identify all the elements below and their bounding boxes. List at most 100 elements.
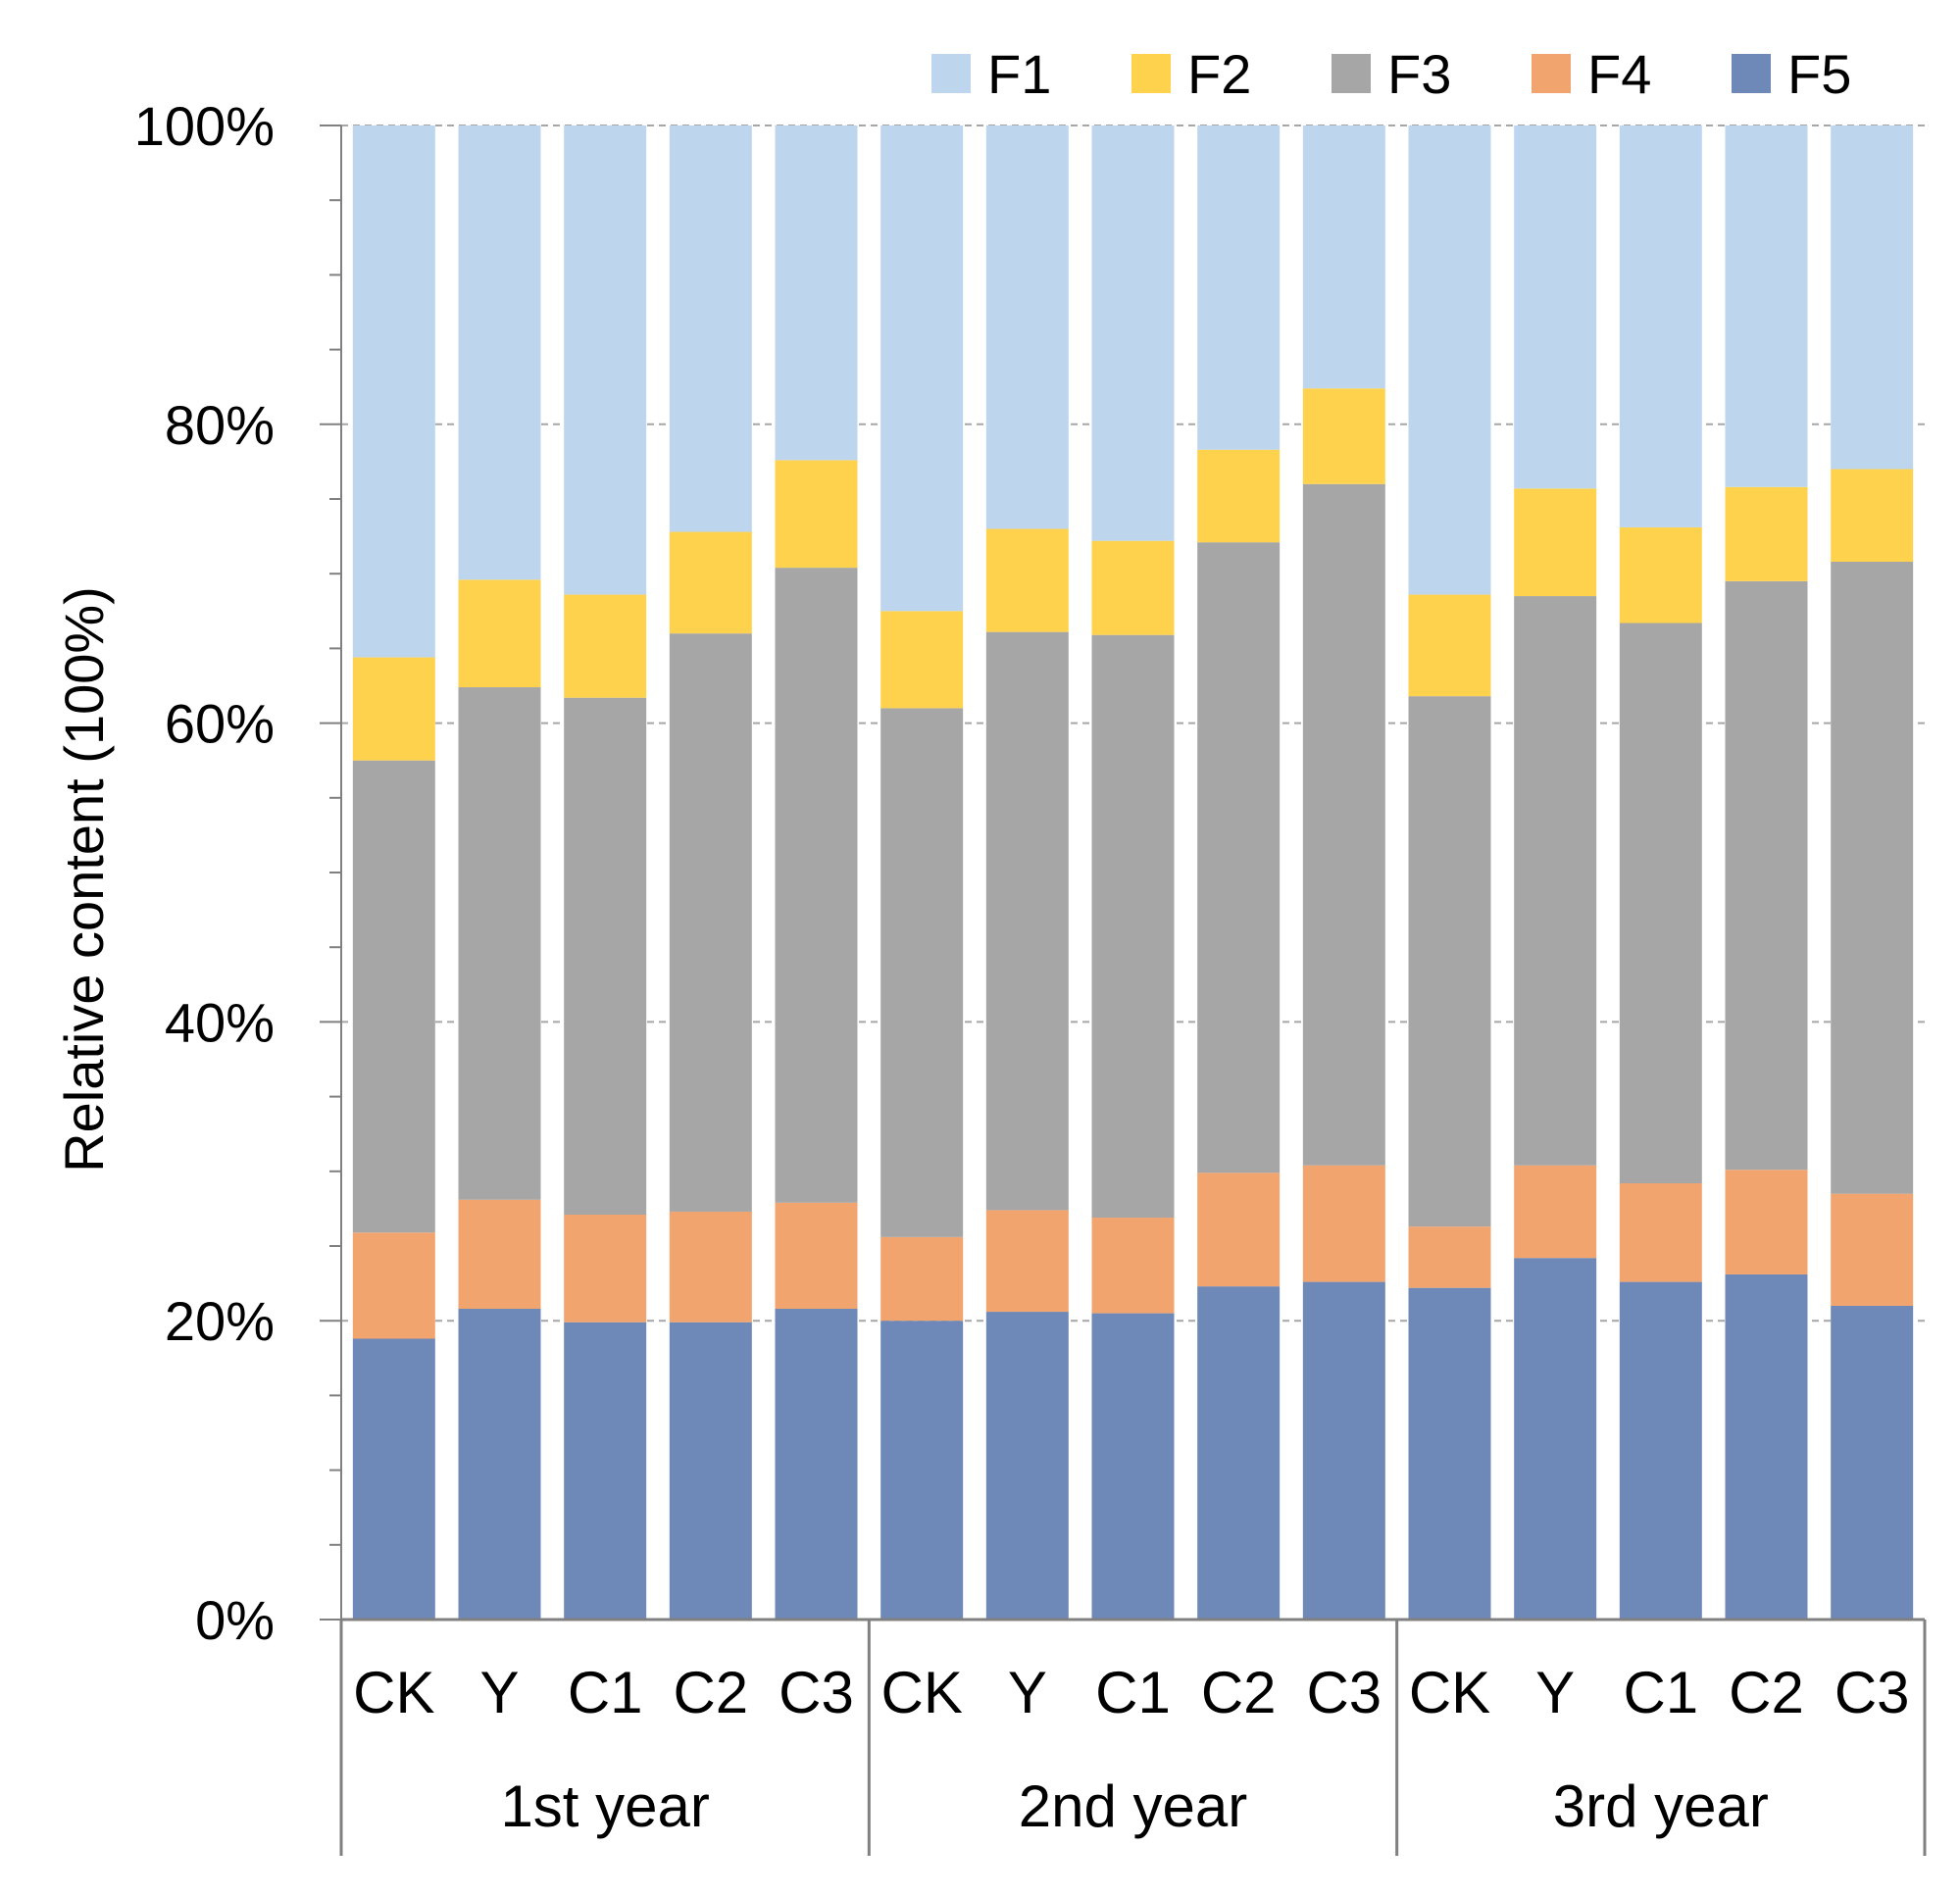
bar-segment-f2 [1408,594,1491,697]
bars [352,125,1914,1620]
bar-segment-f1 [1619,125,1702,527]
bar-segment-f4 [1302,1165,1385,1282]
legend-label-f1: F1 [987,43,1051,105]
legend-label-f2: F2 [1187,43,1251,105]
bar-segment-f3 [1831,562,1914,1194]
legend-swatch-f1 [931,54,971,93]
bar-segment-f4 [880,1236,964,1322]
y-axis-label: Relative content (100%) [53,586,115,1173]
bar-segment-f3 [1619,623,1702,1183]
x-category-label: CK [353,1660,434,1725]
bar-segment-f5 [1514,1258,1597,1620]
x-category-label: Y [1008,1660,1047,1725]
bar-segment-f3 [1725,580,1808,1171]
bar-segment-f4 [1619,1182,1702,1282]
bar-segment-f3 [1408,696,1491,1227]
x-category-label: C3 [779,1660,854,1725]
legend-swatch-f3 [1332,54,1371,93]
bar-segment-f3 [880,708,964,1237]
x-category-label: C2 [1729,1660,1804,1725]
y-tick-label: 40% [165,991,275,1053]
bar-segment-f2 [1302,388,1385,484]
bar-segment-f3 [1197,542,1281,1173]
bar-segment-f1 [1302,125,1385,389]
bar-segment-f4 [1514,1165,1597,1259]
bar-segment-f1 [458,125,541,580]
bar-segment-f3 [775,568,858,1203]
bar-segment-f5 [1831,1305,1914,1620]
x-group-labels: 1st year 2nd year 3rd year [500,1773,1768,1839]
bar-segment-f5 [1091,1313,1175,1620]
bar-segment-f3 [1302,483,1385,1166]
y-tick-label: 20% [165,1290,275,1352]
bar-segment-f2 [352,657,435,761]
legend-label-f5: F5 [1787,43,1851,105]
bar-segment-f5 [775,1309,858,1620]
bar-segment-f4 [669,1211,752,1322]
x-category-label: C1 [1623,1660,1698,1725]
bar-segment-f2 [1725,486,1808,581]
bar-segment-f1 [1091,125,1175,541]
x-category-label: CK [1409,1660,1490,1725]
legend-label-f4: F4 [1587,43,1651,105]
bar-segment-f5 [1619,1281,1702,1620]
x-category-label: Y [1535,1660,1575,1725]
bar-segment-f3 [669,633,752,1212]
bar-segment-f2 [1091,540,1175,635]
legend-swatch-f5 [1732,54,1771,93]
bar-segment-f3 [1091,634,1175,1219]
bar-segment-f3 [1514,596,1597,1166]
x-category-label: CK [880,1660,962,1725]
y-tick-label: 100% [134,95,275,157]
bar-segment-f1 [1831,125,1914,470]
bar-segment-f2 [458,579,541,688]
x-group-label: 3rd year [1553,1773,1769,1839]
bar-segment-f1 [352,125,435,658]
bar-segment-f1 [880,125,964,612]
x-category-label: C1 [1095,1660,1171,1725]
x-group-label: 2nd year [1019,1773,1248,1839]
bar-segment-f1 [564,125,647,595]
bar-segment-f5 [669,1322,752,1620]
bar-segment-f5 [1197,1286,1281,1620]
bar-segment-f5 [1302,1281,1385,1620]
bar-segment-f1 [775,125,858,461]
bar-segment-f4 [1831,1193,1914,1306]
bar-segment-f2 [1619,526,1702,624]
bar-segment-f2 [1514,488,1597,597]
x-category-label: C2 [1201,1660,1277,1725]
bar-segment-f1 [1725,125,1808,487]
legend-swatch-f2 [1131,54,1171,93]
bar-segment-f3 [985,631,1069,1211]
legend-label-f3: F3 [1387,43,1451,105]
bar-segment-f1 [669,125,752,532]
x-category-label: C2 [673,1660,748,1725]
bar-segment-f4 [352,1232,435,1339]
bar-segment-f2 [1831,469,1914,563]
bar-segment-f4 [1197,1173,1281,1287]
bar-segment-f4 [564,1214,647,1322]
bar-segment-f2 [985,528,1069,632]
bar-segment-f2 [775,460,858,569]
legend-swatch-f4 [1532,54,1571,93]
bar-segment-f2 [1197,449,1281,543]
x-category-label: Y [479,1660,519,1725]
bar-segment-f3 [564,697,647,1215]
bar-segment-f5 [880,1321,964,1620]
x-category-label: C3 [1834,1660,1910,1725]
bar-segment-f4 [1091,1218,1175,1314]
bar-segment-f5 [1725,1273,1808,1620]
x-group-label: 1st year [500,1773,709,1839]
bar-segment-f2 [880,611,964,709]
y-tick-label: 0% [195,1589,275,1651]
bar-segment-f2 [564,594,647,698]
bar-segment-f5 [564,1322,647,1620]
bar-segment-f1 [1408,125,1491,595]
x-category-label: C1 [568,1660,643,1725]
y-tick-label: 80% [165,394,275,456]
x-category-label: C3 [1306,1660,1382,1725]
bar-segment-f4 [1408,1226,1491,1288]
bar-segment-f5 [985,1312,1069,1620]
bar-segment-f3 [458,687,541,1200]
